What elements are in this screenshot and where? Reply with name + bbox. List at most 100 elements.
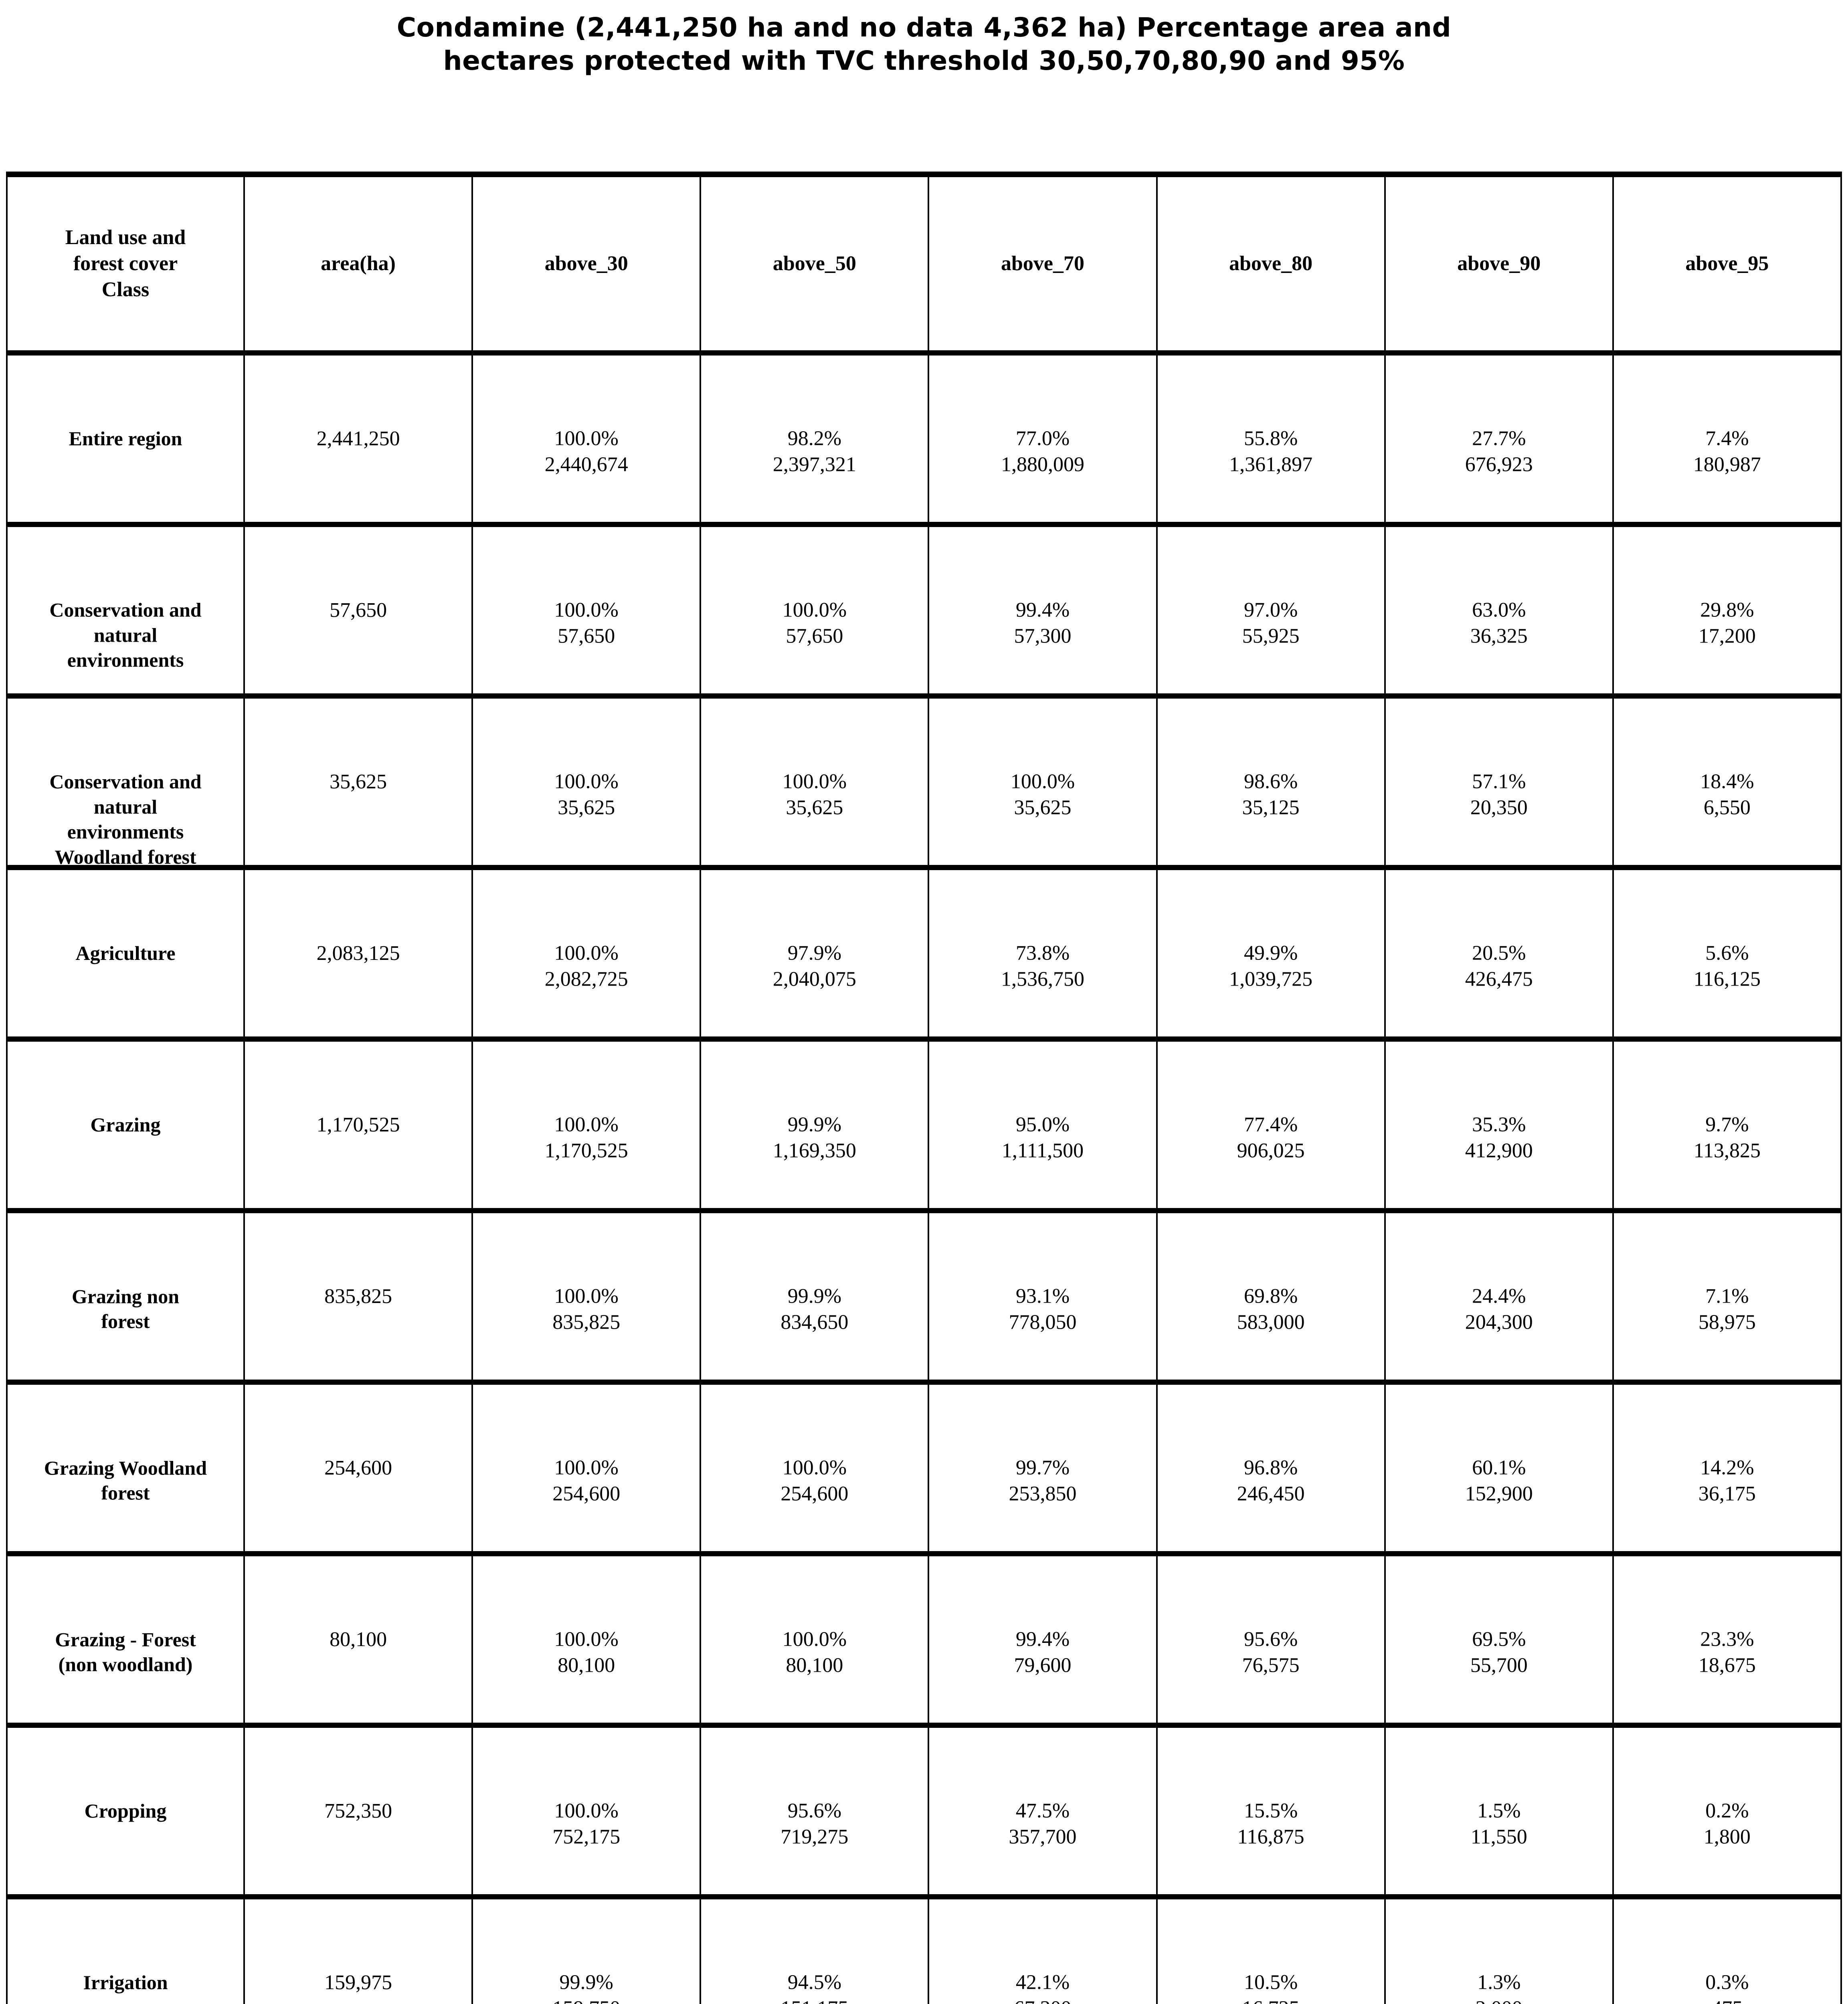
area-cell: 159,975	[243, 1897, 473, 2004]
value-cell: 1.5% 11,550	[1384, 1725, 1613, 1897]
table-row: Conservation and natural environments Wo…	[7, 696, 1841, 868]
area-cell: 835,825	[243, 1210, 473, 1382]
area-cell: 57,650	[243, 524, 473, 696]
value-cell: 9.7% 113,825	[1612, 1039, 1841, 1210]
value-cell: 98.2% 2,397,321	[700, 353, 929, 524]
table-row: Grazing - Forest (non woodland) 80,100 100…	[7, 1554, 1841, 1725]
header-row: Land use and forest cover Class area(ha)…	[7, 174, 1841, 353]
row-label-cell: Cropping	[84, 1799, 167, 1822]
area-cell: 80,100	[243, 1554, 473, 1725]
value-cell: 100.0% 835,825	[471, 1210, 701, 1382]
value-cell: 96.8% 246,450	[1156, 1382, 1385, 1554]
value-cell: 73.8% 1,536,750	[928, 867, 1157, 1039]
value-cell: 100.0% 57,650	[700, 524, 929, 696]
value-cell: 14.2% 36,175	[1612, 1382, 1841, 1554]
value-cell: 94.5% 151,175	[700, 1897, 929, 2004]
value-cell: 29.8% 17,200	[1612, 524, 1841, 696]
value-cell: 99.4% 57,300	[928, 524, 1157, 696]
row-label-cell: Conservation and natural environments	[49, 598, 202, 671]
table-row: Grazing 1,170,525 100.0% 1,170,525 99.9% 1,…	[7, 1039, 1841, 1210]
value-cell: 1.3% 2,000	[1384, 1897, 1613, 2004]
col-header-above-30: above_30	[471, 174, 701, 353]
area-cell: 752,350	[243, 1725, 473, 1897]
value-cell: 5.6% 116,125	[1612, 867, 1841, 1039]
value-cell: 100.0% 80,100	[471, 1554, 701, 1725]
value-cell: 93.1% 778,050	[928, 1210, 1157, 1382]
area-cell: 2,441,250	[243, 353, 473, 524]
value-cell: 98.6% 35,125	[1156, 696, 1385, 867]
table-row: Grazing non forest 835,825 100.0% 835,825 9…	[7, 1210, 1841, 1382]
value-cell: 100.0% 752,175	[471, 1725, 701, 1897]
value-cell: 100.0% 254,600	[471, 1382, 701, 1554]
value-cell: 100.0% 35,625	[700, 696, 929, 867]
value-cell: 69.5% 55,700	[1384, 1554, 1613, 1725]
value-cell: 35.3% 412,900	[1384, 1039, 1613, 1210]
tvc-threshold-table: Land use and forest cover Class area(ha)…	[6, 172, 1842, 2004]
col-header-above-95: above_95	[1612, 174, 1841, 353]
row-label-cell: Grazing - Forest (non woodland)	[55, 1628, 196, 1676]
value-cell: 95.6% 719,275	[700, 1725, 929, 1897]
table-row: Agriculture 2,083,125 100.0% 2,082,725 97.9…	[7, 867, 1841, 1039]
table-row: Entire region 2,441,250 100.0% 2,440,674 98…	[7, 353, 1841, 524]
table-row: Grazing Woodland forest 254,600 100.0% 254…	[7, 1382, 1841, 1554]
area-cell: 254,600	[243, 1382, 473, 1554]
value-cell: 95.6% 76,575	[1156, 1554, 1385, 1725]
value-cell: 55.8% 1,361,897	[1156, 353, 1385, 524]
value-cell: 27.7% 676,923	[1384, 353, 1613, 524]
value-cell: 0.3% 475	[1612, 1897, 1841, 2004]
value-cell: 63.0% 36,325	[1384, 524, 1613, 696]
value-cell: 49.9% 1,039,725	[1156, 867, 1385, 1039]
value-cell: 99.9% 159,750	[471, 1897, 701, 2004]
area-cell: 1,170,525	[243, 1039, 473, 1210]
col-header-above-80: above_80	[1156, 174, 1385, 353]
area-cell: 35,625	[243, 696, 473, 867]
value-cell: 69.8% 583,000	[1156, 1210, 1385, 1382]
row-label-cell: Grazing	[90, 1113, 161, 1136]
table-row: Cropping 752,350 100.0% 752,175 95.6% 719,2…	[7, 1725, 1841, 1897]
value-cell: 42.1% 67,300	[928, 1897, 1157, 2004]
value-cell: 57.1% 20,350	[1384, 696, 1613, 867]
value-cell: 97.9% 2,040,075	[700, 867, 929, 1039]
col-header-above-50: above_50	[700, 174, 929, 353]
value-cell: 100.0% 80,100	[700, 1554, 929, 1725]
value-cell: 7.4% 180,987	[1612, 353, 1841, 524]
value-cell: 20.5% 426,475	[1384, 867, 1613, 1039]
value-cell: 7.1% 58,975	[1612, 1210, 1841, 1382]
value-cell: 100.0% 57,650	[471, 524, 701, 696]
col-header-area: area(ha)	[243, 174, 473, 353]
col-header-above-90: above_90	[1384, 174, 1613, 353]
value-cell: 100.0% 35,625	[928, 696, 1157, 867]
table-body: Entire region 2,441,250 100.0% 2,440,674 98…	[7, 353, 1841, 2004]
value-cell: 100.0% 254,600	[700, 1382, 929, 1554]
row-label-cell: Conservation and natural environments Wo…	[49, 770, 202, 868]
col-header-class: Land use and forest cover Class	[65, 226, 186, 301]
page-title: Condamine (2,441,250 ha and no data 4,36…	[396, 12, 1452, 76]
value-cell: 60.1% 152,900	[1384, 1382, 1613, 1554]
row-label-cell: Agriculture	[75, 941, 176, 964]
table-header: Land use and forest cover Class area(ha)…	[7, 174, 1841, 353]
value-cell: 99.4% 79,600	[928, 1554, 1157, 1725]
value-cell: 100.0% 1,170,525	[471, 1039, 701, 1210]
value-cell: 77.4% 906,025	[1156, 1039, 1385, 1210]
value-cell: 18.4% 6,550	[1612, 696, 1841, 867]
row-label-cell: Entire region	[69, 427, 182, 450]
value-cell: 23.3% 18,675	[1612, 1554, 1841, 1725]
value-cell: 99.9% 1,169,350	[700, 1039, 929, 1210]
value-cell: 77.0% 1,880,009	[928, 353, 1157, 524]
value-cell: 47.5% 357,700	[928, 1725, 1157, 1897]
row-label-cell: Grazing Woodland forest	[44, 1456, 207, 1504]
value-cell: 100.0% 2,440,674	[471, 353, 701, 524]
area-cell: 2,083,125	[243, 867, 473, 1039]
col-header-above-70: above_70	[928, 174, 1157, 353]
value-cell: 24.4% 204,300	[1384, 1210, 1613, 1382]
value-cell: 97.0% 55,925	[1156, 524, 1385, 696]
value-cell: 95.0% 1,111,500	[928, 1039, 1157, 1210]
value-cell: 0.2% 1,800	[1612, 1725, 1841, 1897]
row-label-cell: Grazing non forest	[71, 1285, 180, 1333]
value-cell: 99.7% 253,850	[928, 1382, 1157, 1554]
value-cell: 100.0% 2,082,725	[471, 867, 701, 1039]
table-row: Conservation and natural environments 57,…	[7, 524, 1841, 696]
value-cell: 10.5% 16,725	[1156, 1897, 1385, 2004]
value-cell: 100.0% 35,625	[471, 696, 701, 867]
